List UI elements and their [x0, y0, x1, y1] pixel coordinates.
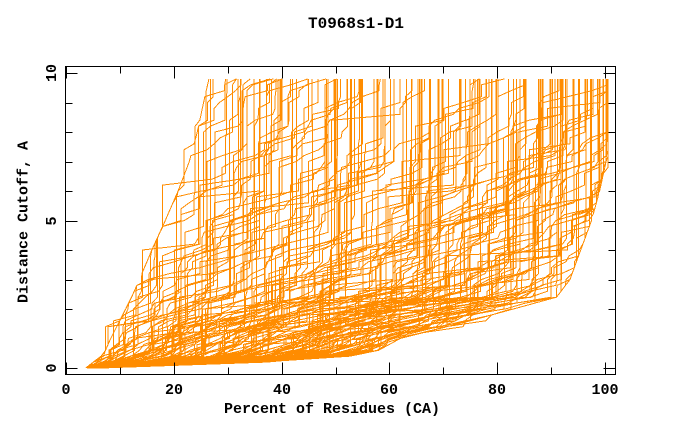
model-curve: [92, 78, 524, 369]
model-curve: [97, 78, 509, 369]
model-curve: [92, 78, 422, 369]
model-curve: [85, 78, 228, 369]
model-curve: [98, 78, 580, 369]
model-curve: [92, 78, 384, 369]
model-curve: [90, 78, 425, 369]
model-curve: [94, 78, 419, 369]
model-curve: [97, 78, 559, 369]
model-curve: [99, 78, 609, 369]
model-curve: [92, 78, 282, 369]
curves-layer: [85, 78, 609, 369]
model-curve: [102, 78, 601, 369]
x-tick-label: 40: [273, 382, 291, 399]
model-curve: [95, 78, 423, 369]
model-curve: [86, 78, 212, 369]
model-curve: [97, 78, 609, 369]
chart-title: T0968s1-D1: [307, 15, 405, 33]
model-curve: [96, 78, 562, 369]
x-tick-label: 80: [488, 382, 506, 399]
model-curve: [96, 78, 412, 369]
model-curve: [90, 78, 241, 369]
y-tick-label: 10: [44, 64, 61, 82]
model-curve: [91, 78, 335, 369]
model-curve: [100, 78, 609, 369]
model-curve: [87, 78, 281, 369]
model-curve: [94, 78, 492, 369]
model-curve: [94, 78, 337, 369]
model-curve: [88, 78, 210, 369]
model-curve: [88, 78, 283, 369]
model-curve: [89, 78, 329, 369]
model-curve: [94, 78, 497, 369]
model-curve: [99, 78, 563, 369]
model-curve: [91, 78, 378, 369]
model-curve: [88, 78, 261, 369]
model-curve: [101, 78, 609, 369]
model-curve: [97, 78, 574, 369]
model-curve: [93, 78, 335, 369]
x-tick-label: 20: [165, 382, 183, 399]
model-curve: [87, 78, 277, 369]
model-curve: [92, 78, 327, 369]
x-tick-label: 0: [61, 382, 70, 399]
model-curve: [98, 78, 568, 369]
model-curve: [90, 78, 328, 369]
model-curve: [93, 78, 439, 369]
model-curve: [88, 78, 226, 369]
model-curve: [100, 78, 598, 369]
model-curve: [99, 78, 567, 369]
model-curve: [96, 78, 588, 369]
model-curve: [88, 78, 237, 369]
model-curve: [99, 78, 481, 369]
model-curve: [96, 78, 480, 369]
plot-border: [65, 66, 616, 375]
model-curve: [90, 78, 310, 369]
model-curve: [94, 78, 487, 369]
model-curve: [87, 78, 283, 369]
model-curve: [100, 78, 525, 369]
y-axis-label: Distance Cutoff, A: [15, 140, 33, 304]
x-tick-label: 60: [380, 382, 398, 399]
model-curve: [90, 78, 313, 369]
model-curve: [93, 78, 356, 369]
model-curve: [88, 78, 349, 369]
model-curve: [90, 78, 279, 369]
y-tick-label: 5: [44, 216, 61, 225]
x-tick-label: 100: [591, 382, 618, 399]
model-curve: [88, 78, 239, 369]
model-curve: [100, 78, 542, 369]
model-curve: [99, 78, 471, 369]
x-axis-label: Percent of Residues (CA): [223, 401, 441, 418]
model-curve: [87, 78, 242, 369]
y-tick-label: 0: [44, 363, 61, 372]
model-curve: [91, 78, 352, 369]
